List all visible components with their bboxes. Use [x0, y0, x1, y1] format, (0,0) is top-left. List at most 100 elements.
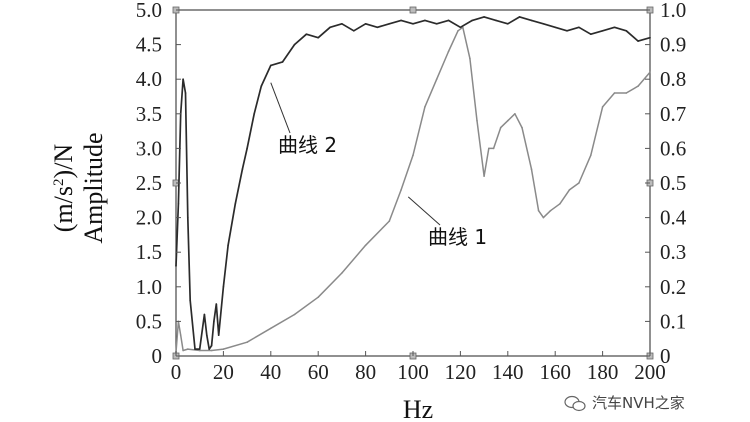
data-point — [203, 313, 206, 316]
data-point — [476, 119, 478, 122]
data-point — [341, 272, 343, 274]
data-point — [435, 23, 438, 25]
data-point — [187, 348, 189, 350]
data-point — [341, 23, 343, 25]
data-point — [637, 85, 639, 87]
y-right-tick-label: 1.0 — [660, 0, 686, 22]
data-point — [530, 168, 533, 170]
data-point — [293, 313, 296, 316]
data-point — [625, 30, 628, 32]
data-point — [649, 71, 651, 74]
x-tick-label: 20 — [213, 360, 234, 384]
x-tick-label: 160 — [539, 360, 571, 384]
data-point — [471, 19, 474, 22]
data-point — [412, 23, 414, 25]
data-point — [537, 209, 540, 212]
y-right-tick-label: 0.8 — [660, 67, 686, 91]
curves — [175, 16, 651, 354]
data-point — [210, 349, 213, 352]
y-left-tick-label: 2.5 — [136, 171, 162, 195]
data-point — [376, 26, 379, 29]
data-point — [568, 189, 571, 191]
data-point — [182, 78, 184, 80]
x-tick-label: 200 — [634, 360, 666, 384]
data-point — [435, 78, 438, 80]
y-left-tick-label: 4.0 — [136, 67, 162, 91]
data-point — [637, 40, 639, 42]
data-point — [447, 19, 450, 22]
y-right-tick-label: 0 — [660, 344, 671, 368]
series-line — [175, 26, 651, 353]
frame-handle — [409, 6, 417, 14]
y-left-tick-label: 0.5 — [136, 309, 162, 333]
data-point — [208, 348, 210, 350]
data-point — [542, 23, 545, 25]
data-point — [590, 154, 592, 157]
data-point — [400, 189, 402, 191]
data-point — [227, 244, 229, 247]
series-line — [175, 16, 651, 350]
data-point — [559, 203, 561, 205]
data-point — [215, 303, 218, 305]
data-point — [184, 92, 187, 94]
y-right-tick-label: 0.3 — [660, 240, 686, 264]
y-left-tick-label: 3.0 — [136, 136, 162, 160]
x-tick-label: 180 — [587, 360, 619, 384]
x-tick-label: 60 — [308, 360, 329, 384]
data-point — [388, 23, 391, 25]
annotation-leader — [270, 82, 291, 134]
data-point — [177, 203, 180, 205]
y-left-tick-label: 5.0 — [136, 0, 162, 22]
data-point — [488, 147, 490, 150]
wechat-icon — [564, 395, 586, 412]
data-point — [483, 16, 485, 18]
y-right-tick-label: 0.2 — [660, 275, 686, 299]
data-point — [457, 30, 459, 32]
y-right-tick-label: 0.4 — [660, 206, 687, 230]
data-point — [613, 92, 616, 94]
y-axis-title-units: (m/s2)/N — [49, 144, 78, 233]
data-point — [246, 341, 248, 344]
data-point — [194, 348, 196, 350]
data-point — [222, 348, 225, 350]
data-point — [187, 216, 189, 219]
data-point — [566, 30, 568, 32]
y-left-tick-label: 1.5 — [136, 240, 162, 264]
data-point — [206, 334, 208, 337]
data-point — [578, 26, 580, 29]
data-point — [364, 23, 367, 25]
x-tick-label: 120 — [445, 360, 477, 384]
data-point — [253, 113, 255, 115]
data-point — [217, 334, 220, 337]
data-point — [499, 126, 502, 129]
data-point — [281, 61, 284, 63]
x-tick-label: 140 — [492, 360, 524, 384]
y-right-tick-label: 0.1 — [660, 309, 686, 333]
data-point — [521, 126, 523, 129]
data-point — [613, 26, 616, 29]
data-point — [246, 147, 248, 150]
annotations: 曲线 2 曲线 1 — [270, 82, 487, 249]
data-point — [317, 36, 320, 39]
y-left-tick-label: 0 — [152, 344, 163, 368]
data-point — [554, 26, 556, 29]
data-point — [495, 19, 497, 22]
data-point — [447, 50, 450, 53]
x-tick-label: 0 — [171, 360, 182, 384]
data-point — [424, 106, 426, 108]
y-left-tick-label: 1.0 — [136, 275, 162, 299]
data-point — [317, 296, 320, 299]
x-axis-title: Hz — [403, 395, 433, 422]
data-point — [549, 209, 552, 212]
data-point — [364, 244, 367, 247]
y-left-tick-label: 2.0 — [136, 206, 162, 230]
data-point — [353, 30, 355, 32]
y-right-tick-label: 0.7 — [660, 102, 686, 126]
annotation-label: 曲线 2 — [278, 133, 337, 157]
ticks: 0 20 40 60 80 100 120 140 160 180 20000.51.01.52.0… — [136, 0, 687, 384]
x-tick-label: 40 — [260, 360, 281, 384]
x-tick-label: 80 — [355, 360, 376, 384]
data-point — [305, 33, 308, 35]
data-point — [507, 23, 509, 25]
